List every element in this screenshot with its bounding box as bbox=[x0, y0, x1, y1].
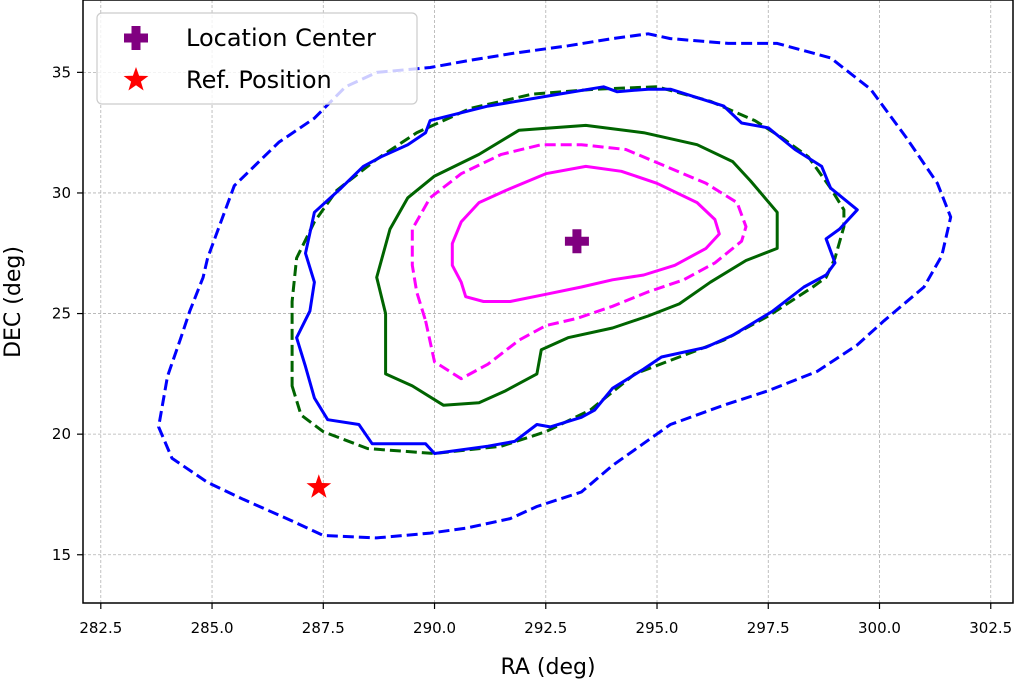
contour-magenta-dashed bbox=[410, 143, 748, 381]
x-axis-ticks: 282.5 285.0 287.5 290.0 292.5 295.0 297.5 300.0… bbox=[79, 603, 1012, 637]
x-tick-label: 302.5 bbox=[969, 619, 1012, 637]
y-tick-label: 20 bbox=[52, 425, 71, 443]
plus-icon bbox=[124, 26, 148, 50]
y-tick-label: 30 bbox=[52, 184, 71, 202]
legend-marker-plus-icon bbox=[124, 26, 148, 50]
x-tick-label: 285.0 bbox=[191, 619, 234, 637]
x-tick-label: 282.5 bbox=[79, 619, 122, 637]
contour-magenta-solid bbox=[450, 164, 721, 303]
y-axis-label: DEC (deg) bbox=[1, 246, 26, 358]
legend-label-location-center: Location Center bbox=[186, 24, 376, 52]
plot-frame bbox=[82, 0, 1014, 604]
contour-blue-solid bbox=[295, 85, 859, 455]
y-tick-label: 15 bbox=[52, 546, 71, 564]
legend-box bbox=[96, 12, 418, 105]
marker-ref-position bbox=[306, 474, 332, 498]
legend-marker-star-icon bbox=[123, 67, 149, 91]
x-tick-label: 290.0 bbox=[413, 619, 456, 637]
legend: Location Center Ref. Position bbox=[96, 12, 418, 105]
contour-green-solid bbox=[375, 123, 779, 407]
y-axis-ticks: 15 20 25 30 35 bbox=[52, 63, 83, 564]
x-tick-label: 292.5 bbox=[524, 619, 567, 637]
y-tick-label: 25 bbox=[52, 305, 71, 323]
x-tick-label: 287.5 bbox=[302, 619, 345, 637]
y-tick-label: 35 bbox=[52, 63, 71, 81]
marker-location-center bbox=[564, 229, 589, 254]
star-icon bbox=[123, 67, 149, 91]
contour-lines bbox=[157, 32, 953, 540]
legend-label-ref-position: Ref. Position bbox=[186, 66, 332, 94]
x-axis-label: RA (deg) bbox=[500, 655, 595, 680]
x-tick-label: 297.5 bbox=[747, 619, 790, 637]
grid-lines bbox=[83, 0, 1013, 603]
x-tick-label: 300.0 bbox=[858, 619, 901, 637]
markers bbox=[306, 229, 589, 498]
contour-green-dashed bbox=[290, 85, 846, 455]
x-tick-label: 295.0 bbox=[636, 619, 679, 637]
contour-blue-dashed-outer bbox=[157, 32, 953, 540]
